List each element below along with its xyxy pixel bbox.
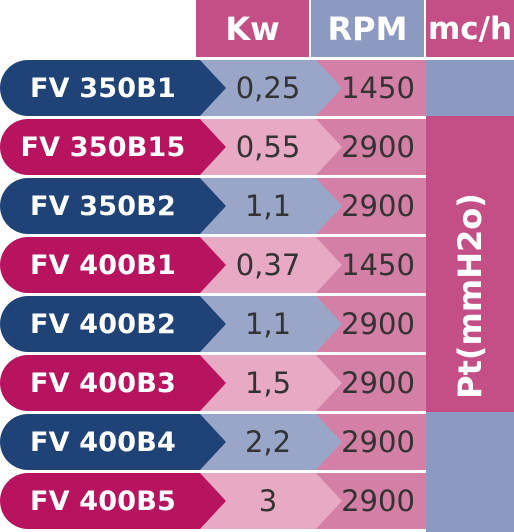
model-label-bg — [0, 414, 226, 470]
kw-value: 1,1 — [244, 307, 292, 341]
model-label-bg — [0, 237, 226, 293]
model-name: FV 350B15 — [20, 131, 186, 163]
kw-cell-bg — [190, 414, 342, 470]
rpm-cell-bg — [300, 355, 426, 411]
model-label-bg — [0, 60, 226, 116]
kw-value: 0,37 — [235, 248, 301, 282]
row-shapes — [0, 355, 426, 411]
kw-value: 1,5 — [244, 366, 292, 400]
kw-value: 2,2 — [244, 425, 292, 459]
kw-value: 1,1 — [244, 189, 292, 223]
rpm-cell-bg — [300, 473, 426, 529]
kw-cell-bg — [190, 119, 342, 175]
kw-cell-bg — [190, 355, 342, 411]
kw-value: 3 — [258, 484, 278, 518]
kw-value: 0,55 — [235, 130, 301, 164]
rpm-value: 2900 — [341, 484, 415, 518]
rpm-value: 2900 — [341, 307, 415, 341]
row-shapes — [0, 178, 426, 234]
model-name: FV 400B2 — [29, 308, 177, 340]
rpm-value: 2900 — [341, 425, 415, 459]
table-row: FV 400B3 1,5 2900 — [0, 355, 426, 411]
model-name: FV 400B3 — [29, 367, 177, 399]
pressure-column-segment — [426, 60, 514, 116]
table-row: FV 400B5 3 2900 — [0, 473, 426, 529]
kw-cell-bg — [190, 237, 342, 293]
model-name: FV 400B4 — [29, 426, 177, 458]
model-label-bg — [0, 178, 226, 234]
pressure-column — [426, 60, 514, 532]
rpm-cell-bg — [300, 60, 426, 116]
kw-cell-bg — [190, 296, 342, 352]
kw-cell-bg — [190, 60, 342, 116]
pressure-column-segment — [426, 412, 514, 532]
rpm-cell-bg — [300, 119, 426, 175]
row-shapes — [0, 414, 426, 470]
table-row: FV 350B1 0,25 1450 — [0, 60, 426, 116]
model-name: FV 350B1 — [29, 72, 177, 104]
kw-cell-bg — [190, 178, 342, 234]
table-row: FV 350B15 0,55 2900 — [0, 119, 426, 175]
row-shapes — [0, 296, 426, 352]
model-name: FV 400B1 — [29, 249, 177, 281]
model-label-bg — [0, 296, 226, 352]
rpm-value: 2900 — [341, 130, 415, 164]
table-row: FV 350B2 1,1 2900 — [0, 178, 426, 234]
model-label-bg — [0, 119, 226, 175]
header-rpm: RPM — [311, 0, 424, 57]
kw-value: 0,25 — [235, 71, 301, 105]
rpm-value: 1450 — [341, 248, 415, 282]
header-kw: Kw — [196, 0, 309, 57]
model-name: FV 400B5 — [29, 485, 177, 517]
rpm-cell-bg — [300, 178, 426, 234]
model-label-bg — [0, 355, 226, 411]
table-row: FV 400B4 2,2 2900 — [0, 414, 426, 470]
row-shapes — [0, 473, 426, 529]
model-label-bg — [0, 473, 226, 529]
kw-cell-bg — [190, 473, 342, 529]
table-row: FV 400B2 1,1 2900 — [0, 296, 426, 352]
rpm-cell-bg — [300, 237, 426, 293]
row-shapes — [0, 119, 426, 175]
rpm-cell-bg — [300, 414, 426, 470]
row-shapes — [0, 237, 426, 293]
rpm-cell-bg — [300, 296, 426, 352]
model-name: FV 350B2 — [29, 190, 177, 222]
header-flow: mc/h — [426, 0, 514, 57]
row-shapes — [0, 60, 426, 116]
rpm-value: 2900 — [341, 189, 415, 223]
table-row: FV 400B1 0,37 1450 — [0, 237, 426, 293]
pressure-column-segment — [426, 116, 514, 412]
rpm-value: 2900 — [341, 366, 415, 400]
rpm-value: 1450 — [341, 71, 415, 105]
